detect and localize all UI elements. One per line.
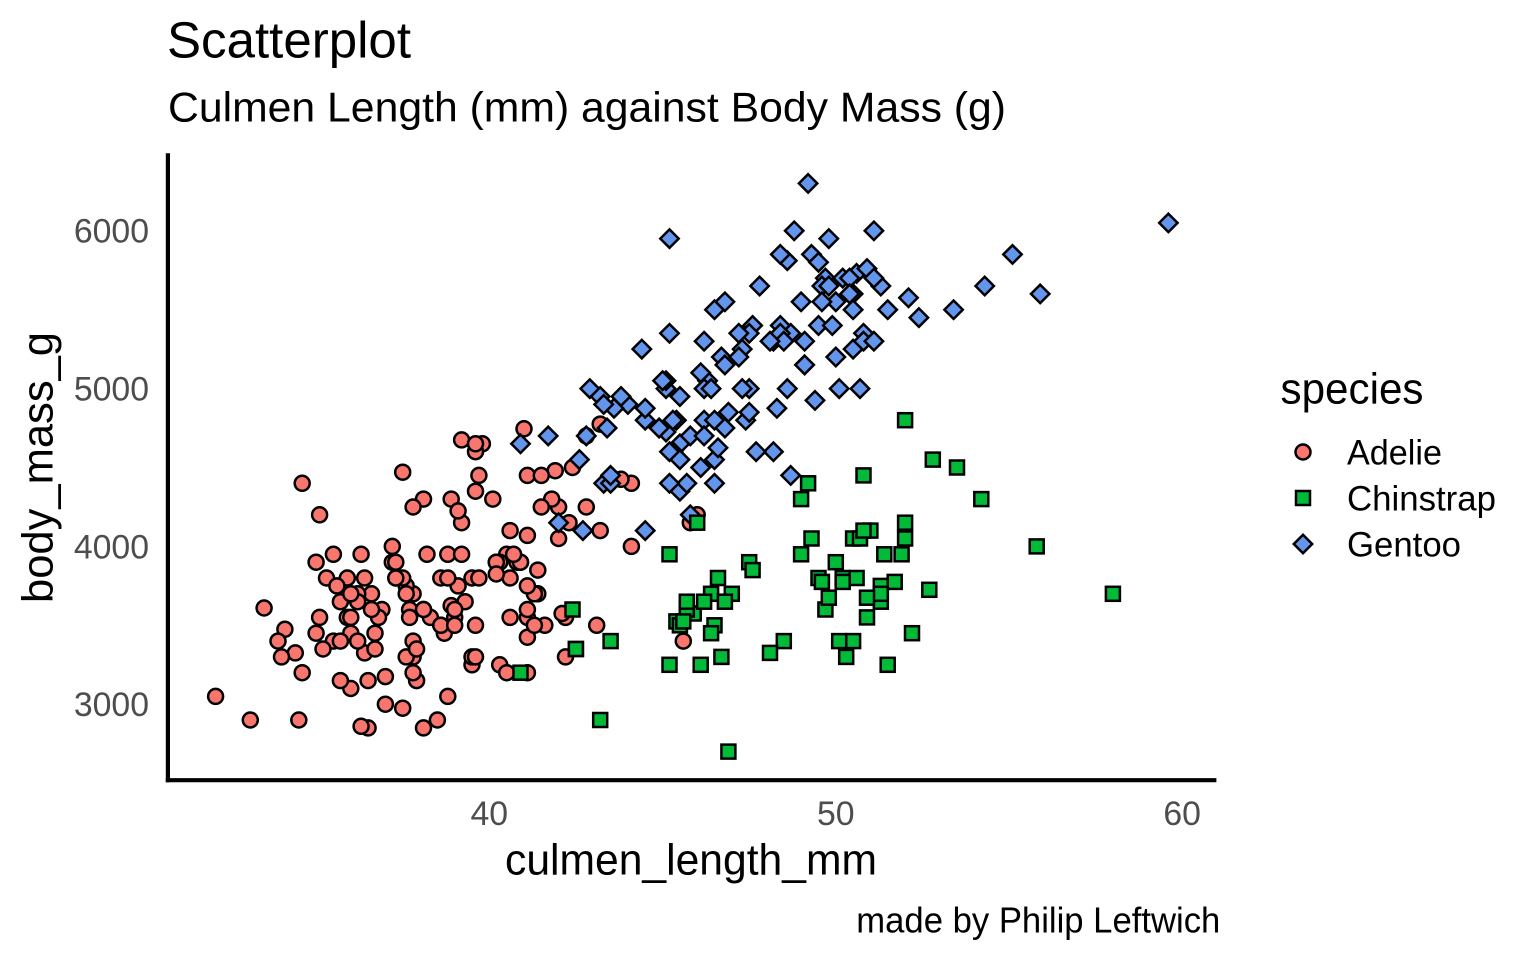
svg-text:3000: 3000 (74, 686, 149, 724)
svg-text:40: 40 (471, 795, 509, 833)
svg-text:Gentoo: Gentoo (1347, 526, 1461, 565)
svg-text:body_mass_g: body_mass_g (15, 332, 63, 603)
svg-text:4000: 4000 (74, 528, 149, 566)
svg-text:50: 50 (817, 795, 855, 833)
svg-text:Adelie: Adelie (1347, 434, 1442, 473)
svg-text:Culmen Length (mm) against Bod: Culmen Length (mm) against Body Mass (g) (168, 84, 1006, 131)
svg-text:60: 60 (1163, 795, 1201, 833)
svg-text:species: species (1281, 364, 1424, 413)
svg-text:6000: 6000 (74, 213, 149, 251)
svg-text:Scatterplot: Scatterplot (167, 12, 411, 69)
svg-text:made by Philip Leftwich: made by Philip Leftwich (856, 900, 1220, 941)
svg-text:Chinstrap: Chinstrap (1347, 480, 1496, 519)
svg-text:culmen_length_mm: culmen_length_mm (505, 836, 877, 884)
svg-text:5000: 5000 (74, 371, 149, 409)
